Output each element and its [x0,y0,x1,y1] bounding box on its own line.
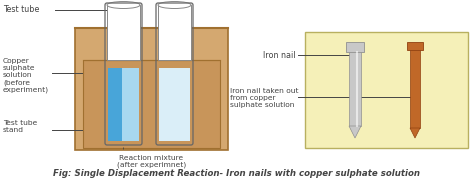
Text: Test tube
stand: Test tube stand [3,120,37,133]
Bar [75,28,228,150]
Ellipse shape [107,1,140,8]
Text: Test tube: Test tube [3,6,39,15]
Bar [108,68,139,141]
Text: Copper
sulphate
solution
(before
experiment): Copper sulphate solution (before experim… [3,58,49,93]
Bar [158,5,191,60]
Text: Fig: Single Displacement Reaction- Iron nails with copper sulphate solution: Fig: Single Displacement Reaction- Iron … [54,169,420,178]
Bar [305,32,468,148]
Bar [407,42,423,50]
Text: Iron nail: Iron nail [263,50,295,59]
Bar [159,68,190,141]
Bar [108,68,122,141]
Text: Iron nail taken out
from copper
sulphate solution: Iron nail taken out from copper sulphate… [230,88,299,108]
Ellipse shape [158,1,191,8]
Bar [83,60,220,148]
Bar [410,50,420,128]
Polygon shape [349,126,361,138]
Bar [107,5,140,60]
Polygon shape [410,128,420,138]
Text: Reaction mixture
(after experimnet): Reaction mixture (after experimnet) [117,155,186,169]
Bar [349,52,361,126]
Bar [346,42,364,52]
